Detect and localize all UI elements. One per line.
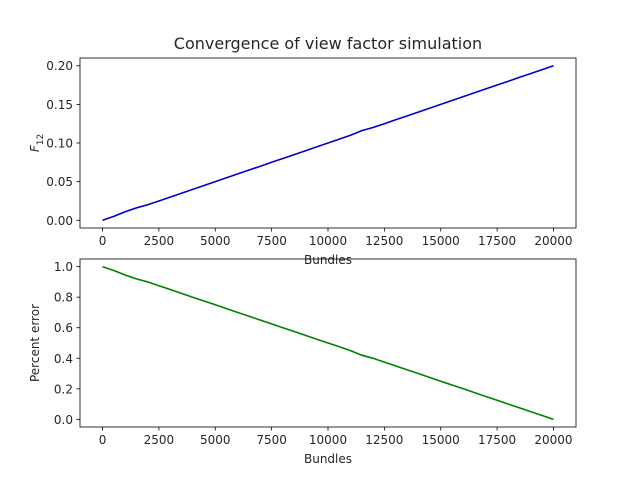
- x-tick-label: 0: [99, 433, 107, 447]
- x-tick-label: 20000: [534, 234, 572, 248]
- y-tick-label: 0.0: [54, 413, 73, 427]
- subplot-1: 0 2500 5000 7500 10000 12500 15000 17500 20000 0.…: [28, 57, 577, 267]
- y-tick-label: 0.15: [46, 98, 73, 112]
- x-tick-label: 20000: [534, 433, 572, 447]
- x-tick-label: 0: [99, 234, 107, 248]
- x-tick-label: 17500: [478, 234, 516, 248]
- y-tick-label: 0.2: [54, 382, 73, 396]
- y-axis-label: Percent error: [28, 304, 42, 382]
- x-tick-label: 15000: [422, 433, 460, 447]
- y-tick-label: 0.8: [54, 291, 73, 305]
- x-tick-label: 10000: [309, 234, 347, 248]
- x-tick-label: 5000: [200, 234, 231, 248]
- series-line-1: [102, 265, 554, 421]
- x-tick-label: 15000: [422, 234, 460, 248]
- x-tick-label: 2500: [144, 234, 175, 248]
- chart-title: Convergence of view factor simulation: [174, 34, 482, 53]
- y-tick-label: 0.4: [54, 352, 73, 366]
- y-tick-label: 0.6: [54, 321, 73, 335]
- y-tick-label: 1.0: [54, 260, 73, 274]
- x-tick-label: 10000: [309, 433, 347, 447]
- y-tick-label: 0.05: [46, 175, 73, 189]
- x-tick-label: 17500: [478, 433, 516, 447]
- y-tick-label: 0.10: [46, 137, 73, 151]
- x-axis-label: Bundles: [304, 452, 352, 466]
- series-line-1: [102, 64, 554, 222]
- x-tick-label: 5000: [200, 433, 231, 447]
- x-axis-label: Bundles: [304, 253, 352, 267]
- x-tick-label: 7500: [256, 234, 287, 248]
- y-tick-label: 0.20: [46, 59, 73, 73]
- x-tick-label: 12500: [365, 234, 403, 248]
- subplot-2: 0 2500 5000 7500 10000 12500 15000 17500 20000 0.…: [28, 258, 577, 466]
- x-tick-label: 7500: [256, 433, 287, 447]
- x-tick-label: 2500: [144, 433, 175, 447]
- y-tick-label: 0.00: [46, 214, 73, 228]
- y-axis-label: F12: [28, 134, 46, 152]
- subplot-panels: 0 2500 5000 7500 10000 12500 15000 17500 20000 0.…: [28, 57, 577, 466]
- x-tick-label: 12500: [365, 433, 403, 447]
